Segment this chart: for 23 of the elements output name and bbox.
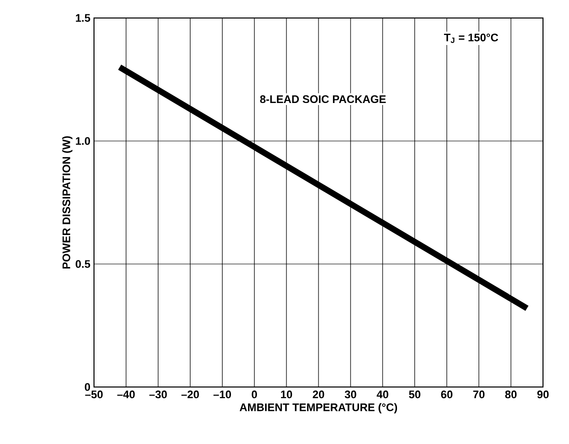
y-tick-label: 1.0 (76, 137, 90, 145)
x-tick-label: –30 (149, 390, 167, 398)
y-tick-label: 0.5 (76, 260, 90, 268)
annotation: 8-LEAD SOIC PACKAGE (260, 95, 386, 104)
annotation: T$_{J}$ = 150°C (444, 34, 498, 43)
x-tick-label: 40 (376, 390, 388, 398)
y-tick-label: 0 (84, 383, 90, 391)
x-tick-label: –40 (117, 390, 135, 398)
x-tick-label: 0 (252, 390, 257, 398)
x-tick-label: 30 (344, 390, 356, 398)
y-tick-label: 1.5 (76, 14, 90, 22)
x-axis-title: AMBIENT TEMPERATURE (°C) (240, 403, 398, 414)
x-tick-label: 90 (537, 390, 549, 398)
x-tick-label: 50 (408, 390, 420, 398)
x-tick-label: 70 (473, 390, 484, 398)
x-tick-label: 10 (281, 390, 292, 398)
x-tick-label: 20 (312, 390, 324, 398)
y-axis-title: POWER DISSIPATION (W) (62, 136, 72, 269)
x-tick-label: 60 (441, 390, 452, 398)
x-tick-label: 80 (505, 390, 517, 398)
x-tick-label: –50 (85, 390, 103, 398)
x-tick-label: –10 (213, 390, 231, 398)
x-tick-label: –20 (181, 390, 199, 398)
